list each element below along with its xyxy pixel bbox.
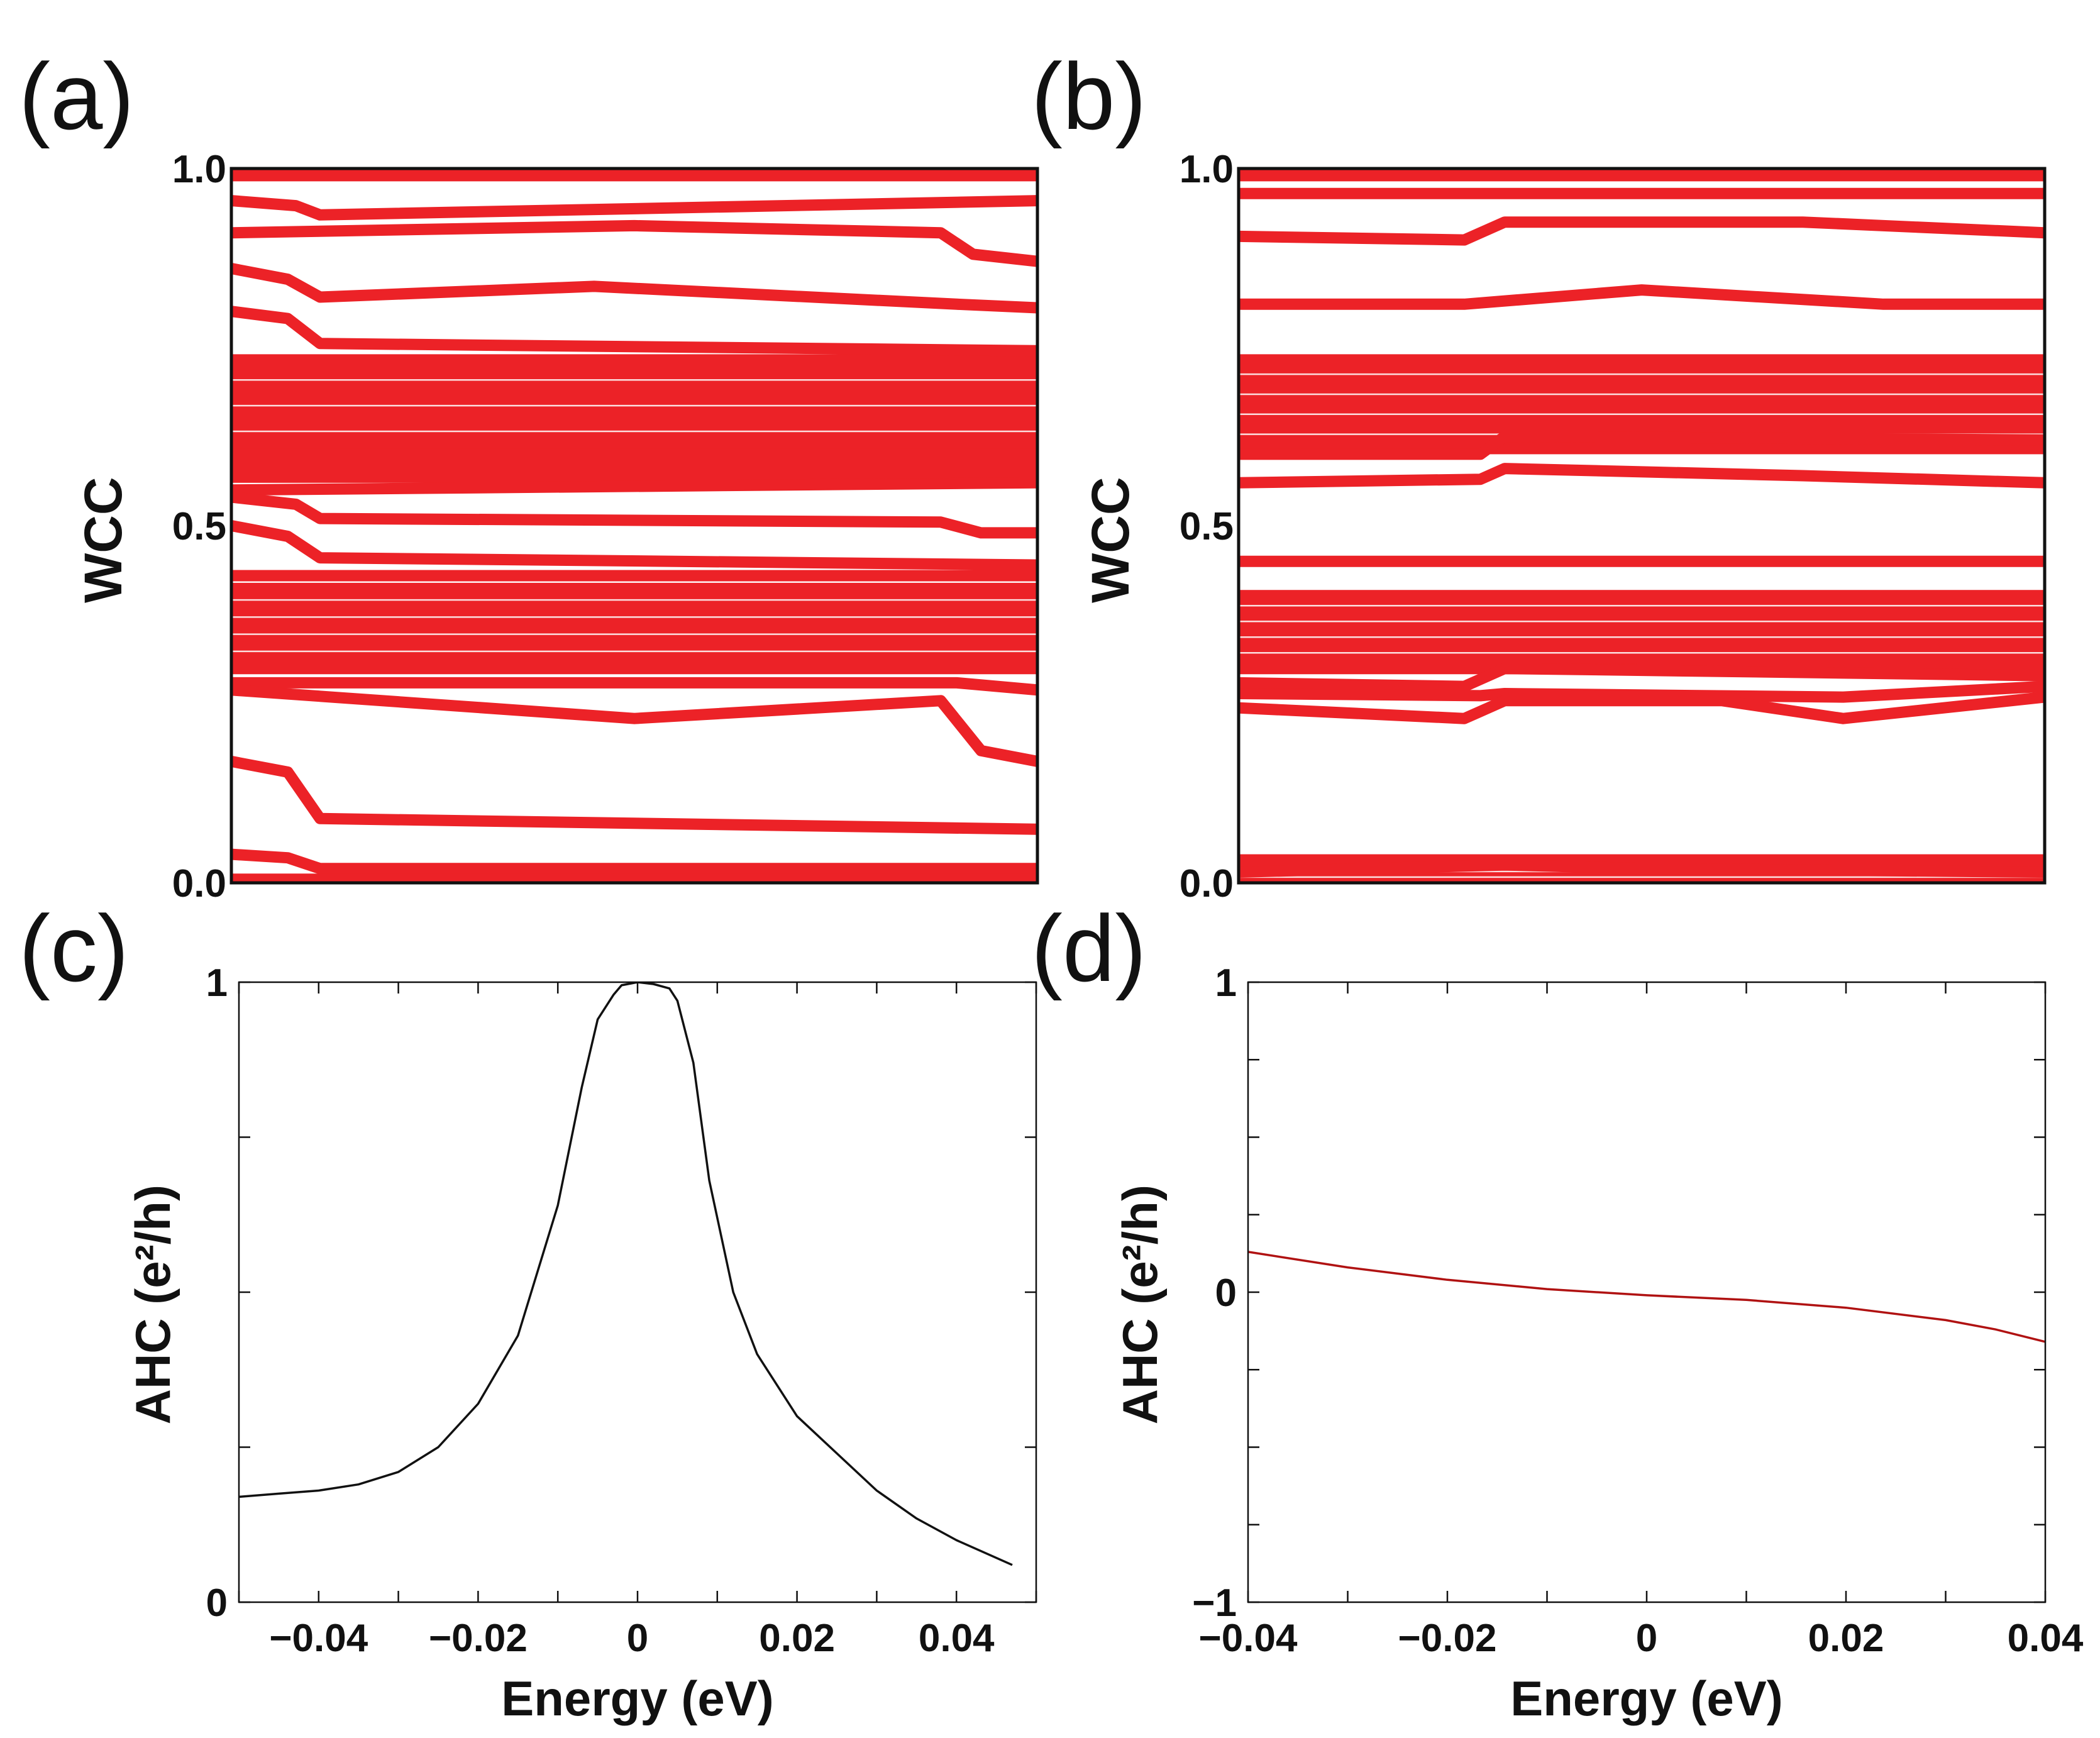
x-tick-label: −0.04 bbox=[269, 1617, 368, 1660]
wcc-line-w10 bbox=[1239, 680, 2045, 703]
panel-label-a: (a) bbox=[19, 43, 134, 149]
chart-panel-d: −0.04 −0.02 0 0.02 0.04 −1 0 1 Energy (eV) AHC (e… bbox=[1112, 961, 2084, 1726]
x-tick-label: −0.04 bbox=[1199, 1617, 1298, 1660]
plot-area bbox=[1239, 170, 2045, 883]
x-tick-label: −0.02 bbox=[429, 1617, 528, 1660]
y-tick-label: 0.0 bbox=[1180, 862, 1234, 905]
y-tick-label: 0 bbox=[1215, 1271, 1237, 1315]
y-tick-label: 1.0 bbox=[1180, 148, 1234, 191]
wcc-line-w9 bbox=[1239, 663, 2045, 692]
plot-area bbox=[231, 170, 1037, 883]
wcc-dense-band-2 bbox=[1239, 590, 2045, 669]
wcc-line-w3 bbox=[231, 219, 1037, 267]
wcc-line-w11 bbox=[1239, 691, 2045, 724]
wcc-line-w2 bbox=[231, 195, 1037, 221]
plot-area bbox=[239, 982, 1013, 1566]
y-axis-label: WCC bbox=[1081, 477, 1140, 603]
panel-label-d: (d) bbox=[1031, 895, 1146, 1001]
y-axis-label: AHC (e²/h) bbox=[125, 1185, 180, 1424]
wcc-line-w5 bbox=[1239, 431, 2045, 460]
wcc-dense-band-2 bbox=[231, 582, 1037, 669]
y-tick-label: 0.0 bbox=[172, 862, 226, 905]
x-tick-label: 0.02 bbox=[759, 1617, 835, 1660]
x-tick-label: 0 bbox=[627, 1617, 648, 1660]
plot-frame bbox=[229, 167, 1039, 885]
y-axis-label: WCC bbox=[74, 477, 133, 603]
y-tick-label: 0.5 bbox=[1180, 505, 1234, 548]
wcc-line-w6 bbox=[1239, 463, 2045, 489]
x-tick-label: 0.04 bbox=[2008, 1617, 2084, 1660]
panel-label-b: (b) bbox=[1031, 43, 1146, 149]
x-tick-label: 0.04 bbox=[919, 1617, 995, 1660]
ahc-line bbox=[239, 982, 1013, 1566]
wcc-line-w14 bbox=[231, 756, 1037, 835]
wcc-line-w8 bbox=[231, 491, 1037, 539]
y-axis-label: AHC (e²/h) bbox=[1112, 1185, 1168, 1424]
x-tick-label: 0 bbox=[1636, 1617, 1657, 1660]
wcc-line-w15 bbox=[231, 848, 1037, 875]
y-tick-label: 0.5 bbox=[172, 505, 226, 548]
chart-panel-a: 0.0 0.5 1.0 WCC bbox=[74, 148, 1039, 905]
wcc-dense-band-1 bbox=[231, 354, 1037, 483]
ahc-line bbox=[1248, 1251, 2045, 1343]
y-tick-label: 1.0 bbox=[172, 148, 226, 191]
wcc-line-w12 bbox=[231, 677, 1037, 696]
x-axis-label: Energy (eV) bbox=[501, 1671, 773, 1726]
plot-frame bbox=[1237, 167, 2047, 885]
wcc-line-w13 bbox=[1239, 859, 2045, 878]
wcc-line-w7 bbox=[231, 477, 1037, 496]
plot-area bbox=[1248, 1251, 2045, 1343]
chart-panel-b: 0.0 0.5 1.0 WCC bbox=[1081, 148, 2047, 905]
wcc-line-w5 bbox=[231, 306, 1037, 357]
wcc-line-w13 bbox=[231, 684, 1037, 767]
y-tick-label: 1 bbox=[206, 961, 228, 1005]
panel-label-c: (c) bbox=[19, 895, 129, 1001]
x-tick-label: −0.02 bbox=[1398, 1617, 1497, 1660]
wcc-line-w9 bbox=[231, 520, 1037, 571]
wcc-line-w3 bbox=[1239, 216, 2045, 246]
wcc-line-w4 bbox=[231, 263, 1037, 314]
y-tick-label: −1 bbox=[1192, 1581, 1237, 1625]
y-tick-label: 1 bbox=[1215, 961, 1237, 1005]
chart-panel-c: −0.04 −0.02 0 0.02 0.04 0 1 Energy (eV) AHC (e²/… bbox=[125, 961, 1037, 1726]
y-tick-label: 0 bbox=[206, 1581, 228, 1625]
x-tick-label: 0.02 bbox=[1808, 1617, 1884, 1660]
x-axis-label: Energy (eV) bbox=[1510, 1671, 1782, 1726]
wcc-line-w4 bbox=[1239, 284, 2045, 310]
